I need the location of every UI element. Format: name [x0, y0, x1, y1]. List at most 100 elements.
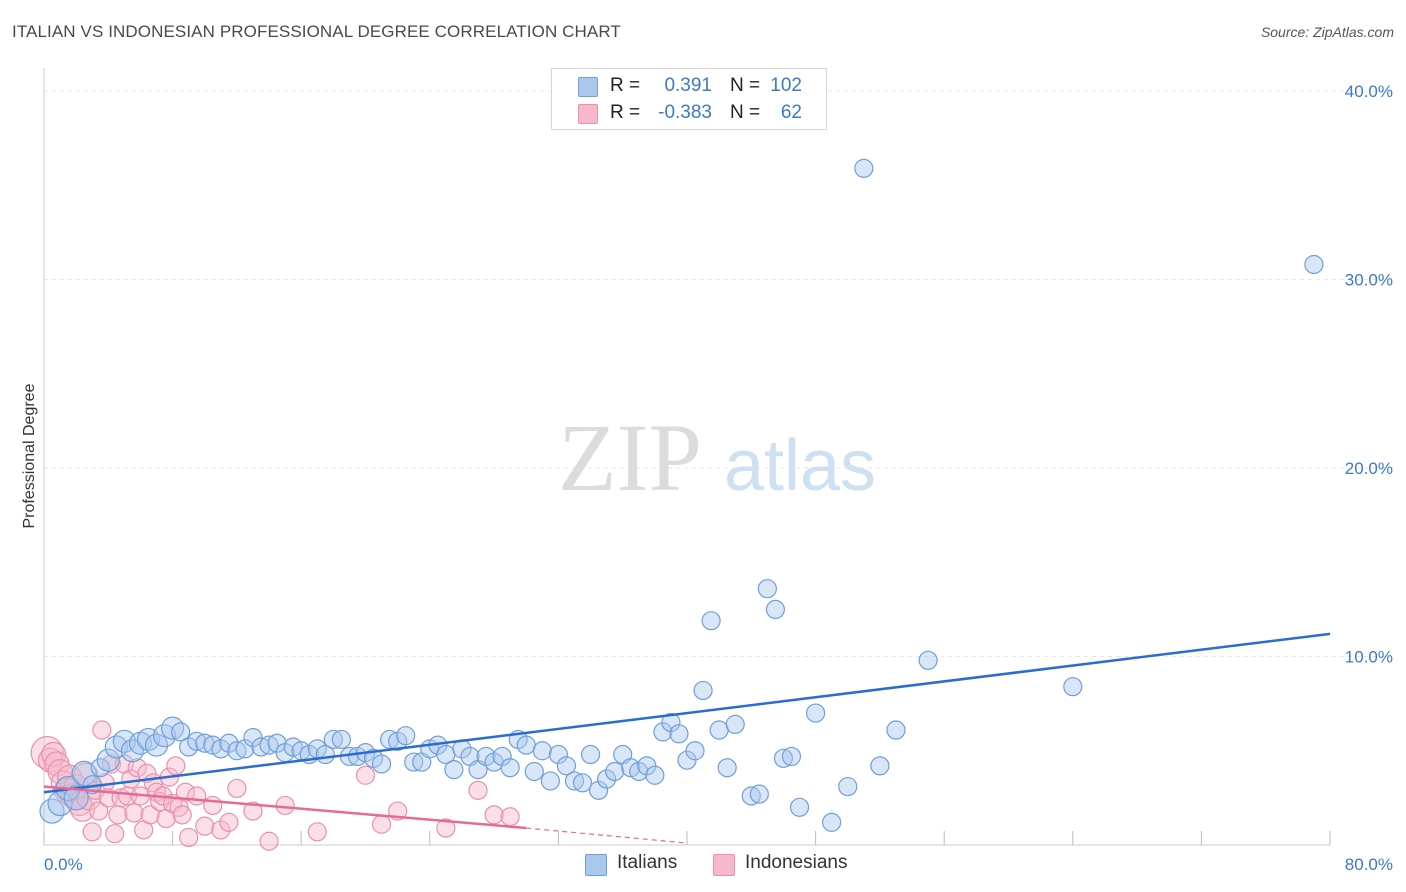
italians-point [822, 812, 842, 832]
italians-point [749, 784, 769, 804]
indonesians-point [172, 805, 192, 825]
italians-point [661, 712, 681, 733]
italians-point [39, 798, 65, 824]
indonesians-point [436, 818, 456, 838]
italians-point [1063, 677, 1083, 697]
source-label: Source: ZipAtlas.com [1260, 24, 1394, 40]
indonesians-point [203, 795, 223, 816]
indonesians-point [127, 758, 147, 778]
italians-point [371, 754, 392, 774]
legend-row-italians: R = 0.391 N = 102 [552, 73, 826, 101]
italians-point [854, 158, 874, 178]
italians-point [540, 771, 560, 791]
indonesians-point [243, 801, 263, 821]
indonesians-point [484, 805, 504, 825]
italians-point [645, 765, 665, 785]
tick-labels: 10.0% 20.0% 30.0% 40.0% 0.0% 80.0% [44, 82, 1393, 874]
italians-point [717, 758, 737, 778]
italians-point [757, 579, 777, 599]
italians-point [781, 746, 802, 767]
italians-point [63, 785, 89, 811]
x-tick-label: 80.0% [1345, 855, 1393, 874]
italians-legend-label: Italians [617, 852, 678, 873]
italians-point [773, 748, 794, 768]
indonesians-point [259, 831, 279, 851]
italians-point [669, 724, 689, 744]
italians-point [144, 733, 169, 757]
italians-point [171, 722, 191, 742]
italians-point [532, 741, 552, 761]
indonesians-point [166, 756, 186, 776]
italians-point [765, 599, 786, 619]
italians-point [572, 773, 593, 793]
indonesians-point [371, 814, 392, 834]
italians-point [492, 746, 512, 767]
italians-point [235, 739, 255, 759]
watermark-atlas: atlas [724, 426, 876, 506]
italians-point [605, 761, 625, 782]
indonesians-legend-swatch [713, 854, 735, 876]
indonesians-point [89, 801, 109, 821]
indonesians-point [355, 765, 376, 785]
italians-point [251, 737, 271, 757]
italians-point [556, 756, 577, 776]
italians-point [741, 786, 761, 806]
italians-point [500, 758, 520, 778]
italians-point [709, 720, 729, 740]
italians-point [693, 680, 713, 701]
indonesians-trend-extension [526, 827, 688, 844]
indonesians-point [175, 782, 196, 802]
grid-lines [44, 90, 1392, 658]
indonesians-point [187, 786, 207, 806]
italians-point [886, 720, 906, 740]
italians-point [789, 797, 810, 817]
legend-n-label: N = [730, 102, 761, 123]
italians-point [396, 726, 416, 746]
axes [43, 68, 1331, 846]
italians-points [39, 158, 1324, 832]
italians-swatch [578, 77, 598, 97]
watermark-zip: ZIP [558, 404, 702, 511]
italians-point [187, 731, 207, 751]
indonesians-point [211, 820, 231, 840]
italians-point [701, 611, 721, 631]
italians-point [444, 760, 464, 780]
italians-point [725, 714, 745, 734]
y-tick-label: 40.0% [1345, 82, 1393, 101]
italians-point [47, 790, 73, 817]
watermark: ZIP atlas [558, 404, 876, 511]
italians-point [259, 735, 279, 755]
italians-point [580, 744, 601, 765]
italians-point [588, 780, 609, 800]
indonesians-point [468, 780, 488, 800]
indonesians-point [275, 795, 295, 816]
indonesians-point [179, 827, 199, 848]
italians-point [805, 703, 826, 723]
italians-trend-line [43, 632, 1331, 794]
indonesians-trend-line [43, 785, 527, 830]
italians-point [524, 761, 544, 782]
italians-point [838, 776, 858, 797]
indonesians-point [108, 805, 128, 825]
legend: R = 0.391 N = 102 R = -0.383 N = 62 [551, 68, 827, 130]
legend-r-value: 0.391 [664, 75, 712, 96]
indonesians-legend-label: Indonesians [745, 852, 848, 873]
indonesians-point [219, 812, 239, 832]
indonesians-point [307, 822, 327, 842]
x-tick-label: 0.0% [44, 855, 83, 874]
italians-point [516, 735, 536, 755]
italians-point [685, 741, 705, 761]
y-tick-label: 10.0% [1345, 648, 1393, 667]
italians-point [918, 650, 938, 670]
y-axis-label: Professional Degree [21, 383, 38, 528]
legend-n-value: 102 [770, 75, 802, 96]
italians-legend-swatch [585, 854, 607, 876]
trend-lines [43, 632, 1331, 844]
italians-point [597, 769, 617, 789]
indonesians-point [227, 778, 247, 799]
indonesians-point [82, 822, 102, 842]
legend-n-value: 62 [780, 102, 802, 123]
chart-title: ITALIAN VS INDONESIAN PROFESSIONAL DEGRE… [12, 22, 621, 41]
italians-point [71, 760, 97, 786]
